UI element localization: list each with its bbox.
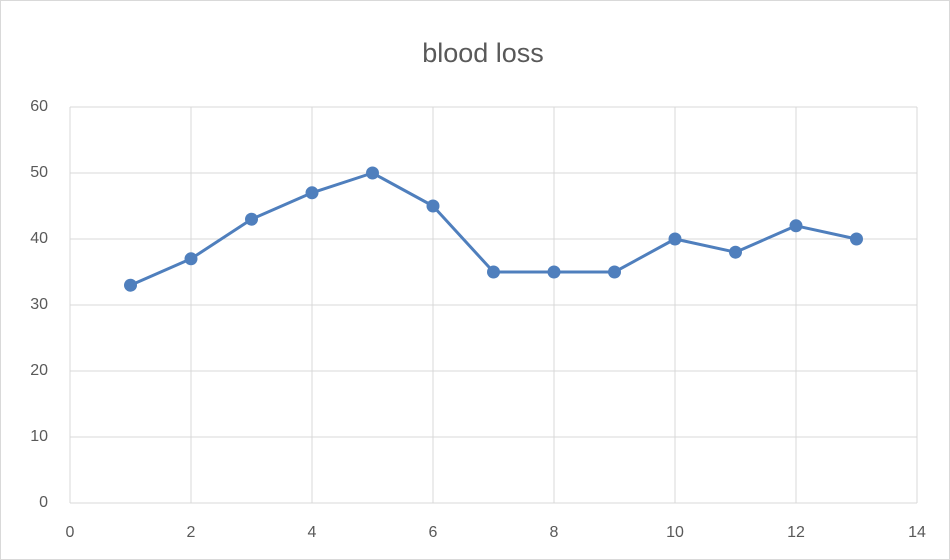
x-tick-label: 8 (550, 524, 559, 541)
y-tick-label: 0 (39, 494, 48, 511)
x-tick-label: 2 (187, 524, 196, 541)
data-point (608, 265, 621, 279)
data-point (426, 199, 440, 213)
data-point (305, 186, 319, 200)
y-tick-label: 40 (30, 230, 48, 247)
data-point (487, 265, 500, 279)
x-tick-label: 14 (908, 524, 926, 541)
data-point (124, 278, 137, 292)
y-tick-label: 60 (30, 98, 48, 115)
data-point (366, 166, 379, 180)
data-point (184, 252, 198, 266)
x-tick-label: 0 (66, 524, 75, 541)
x-tick-label: 4 (308, 524, 317, 541)
y-tick-label: 50 (30, 164, 48, 181)
chart-title: blood loss (422, 38, 544, 68)
data-point (729, 245, 742, 259)
y-tick-label: 20 (30, 362, 48, 379)
x-tick-label: 6 (429, 524, 438, 541)
data-point (668, 232, 682, 246)
x-tick-label: 10 (666, 524, 684, 541)
data-point (547, 265, 561, 279)
y-tick-label: 10 (30, 428, 48, 445)
data-point (245, 212, 258, 226)
x-tick-label: 12 (787, 524, 805, 541)
y-tick-label: 30 (30, 296, 48, 313)
data-point (850, 232, 863, 246)
data-point (789, 219, 803, 233)
